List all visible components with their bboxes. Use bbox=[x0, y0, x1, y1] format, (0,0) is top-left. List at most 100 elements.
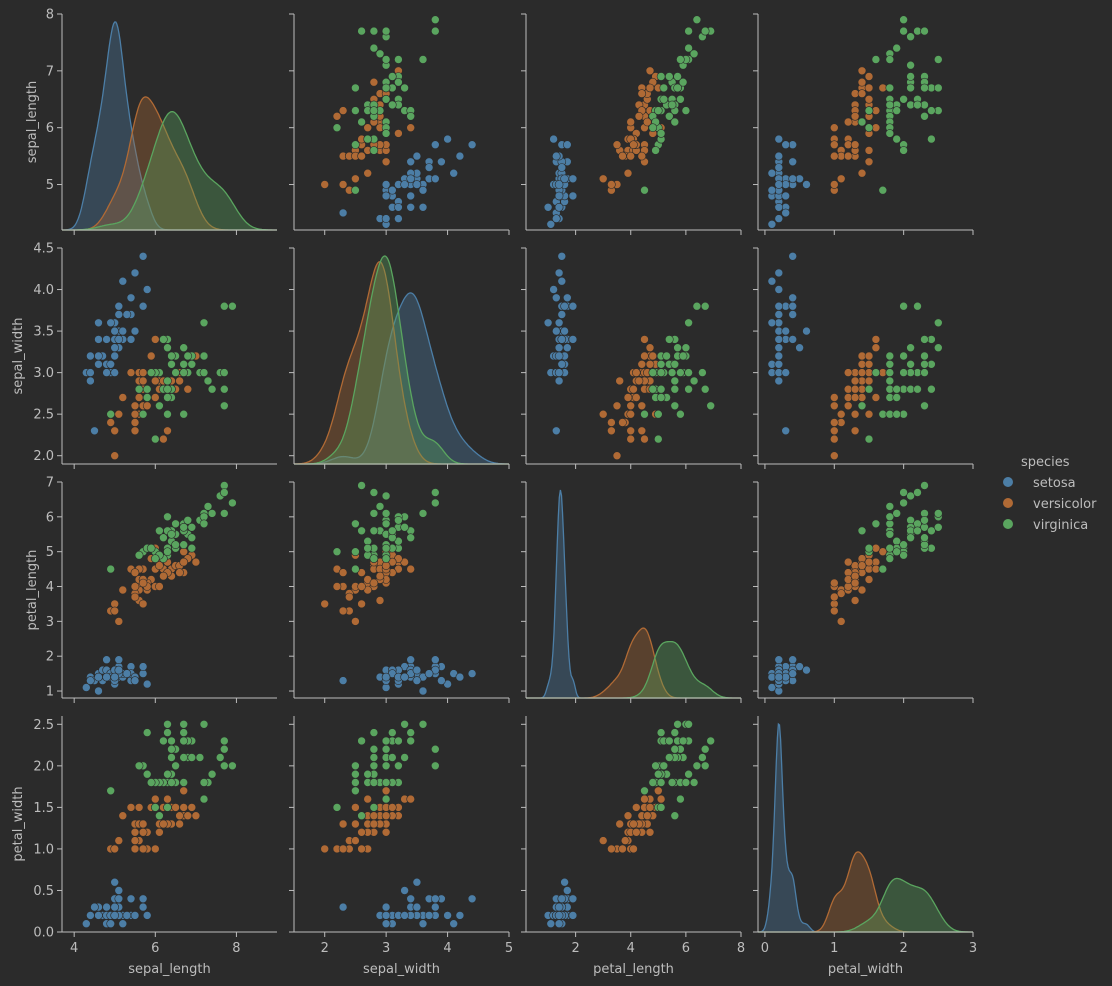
point-virginica-37 bbox=[667, 100, 677, 110]
point-versicolor-43 bbox=[607, 426, 616, 436]
point-versicolor-22 bbox=[864, 409, 874, 419]
x-tick-label: 8 bbox=[232, 941, 240, 956]
point-setosa-31 bbox=[406, 157, 416, 167]
point-virginica-40 bbox=[670, 359, 680, 369]
point-virginica-43 bbox=[183, 351, 193, 361]
y-axis-label-petal_width: petal_width bbox=[11, 786, 26, 861]
point-virginica-32 bbox=[670, 744, 680, 754]
point-versicolor-43 bbox=[607, 844, 616, 854]
point-virginica-18 bbox=[220, 401, 229, 411]
point-setosa-18 bbox=[138, 662, 148, 671]
point-setosa-24 bbox=[102, 335, 111, 344]
point-virginica-5 bbox=[906, 32, 915, 42]
point-virginica-34 bbox=[670, 117, 680, 127]
point-setosa-44 bbox=[568, 174, 578, 184]
point-virginica-31 bbox=[430, 498, 440, 508]
y-tick-label: 0.5 bbox=[33, 884, 54, 899]
point-versicolor-37 bbox=[637, 426, 647, 436]
point-versicolor-2 bbox=[187, 803, 197, 812]
point-versicolor-35 bbox=[151, 335, 160, 344]
point-versicolor-37 bbox=[338, 106, 348, 115]
point-versicolor-0 bbox=[191, 811, 201, 821]
point-virginica-42 bbox=[142, 393, 152, 402]
point-virginica-43 bbox=[920, 515, 929, 525]
point-virginica-31 bbox=[899, 301, 908, 311]
point-versicolor-43 bbox=[338, 606, 348, 616]
point-versicolor-25 bbox=[637, 89, 647, 98]
point-versicolor-3 bbox=[130, 426, 140, 436]
point-virginica-29 bbox=[199, 794, 209, 804]
point-setosa-45 bbox=[381, 191, 391, 201]
point-versicolor-31 bbox=[344, 592, 354, 602]
point-virginica-22 bbox=[700, 384, 710, 394]
point-virginica-7 bbox=[689, 376, 699, 386]
point-setosa-14 bbox=[774, 134, 784, 144]
y-tick-label: 6 bbox=[46, 510, 54, 525]
panel-petal_length-vs-petal_width bbox=[753, 481, 974, 703]
point-versicolor-31 bbox=[829, 592, 839, 602]
point-virginica-17 bbox=[700, 301, 710, 311]
point-virginica-35 bbox=[684, 26, 693, 36]
point-virginica-40 bbox=[179, 728, 188, 737]
point-setosa-45 bbox=[554, 902, 564, 912]
point-virginica-48 bbox=[159, 736, 168, 746]
point-versicolor-45 bbox=[843, 368, 853, 377]
point-virginica-36 bbox=[163, 728, 172, 737]
point-setosa-14 bbox=[549, 285, 558, 294]
point-virginica-33 bbox=[864, 106, 874, 115]
point-versicolor-48 bbox=[836, 409, 846, 419]
panel-petal_width-vs-petal_width: 0 1 2 3 bbox=[753, 716, 977, 956]
point-versicolor-31 bbox=[829, 418, 839, 427]
point-setosa-22 bbox=[418, 686, 428, 696]
point-setosa-42 bbox=[774, 214, 784, 223]
point-virginica-13 bbox=[138, 409, 148, 419]
point-versicolor-33 bbox=[363, 794, 373, 804]
panel-sepal_length-vs-sepal_width bbox=[289, 13, 510, 235]
point-setosa-21 bbox=[114, 310, 124, 319]
point-setosa-14 bbox=[443, 911, 452, 920]
point-virginica-10 bbox=[899, 351, 908, 361]
point-versicolor-42 bbox=[357, 582, 366, 591]
point-virginica-7 bbox=[203, 502, 213, 511]
panel-petal_width-vs-petal_length: 2 4 6 8 bbox=[521, 716, 745, 956]
point-versicolor-23 bbox=[645, 827, 655, 837]
point-versicolor-31 bbox=[618, 151, 627, 161]
legend-entry-virginica: virginica bbox=[1003, 518, 1088, 533]
point-virginica-5 bbox=[215, 753, 225, 762]
point-versicolor-43 bbox=[110, 844, 119, 854]
point-versicolor-22 bbox=[351, 803, 360, 812]
point-virginica-14 bbox=[656, 728, 666, 737]
point-setosa-49 bbox=[110, 911, 119, 920]
point-setosa-37 bbox=[767, 185, 777, 195]
point-virginica-46 bbox=[892, 547, 902, 557]
point-setosa-43 bbox=[802, 665, 811, 675]
point-versicolor-37 bbox=[850, 426, 860, 436]
point-virginica-33 bbox=[163, 803, 172, 812]
point-setosa-32 bbox=[449, 919, 459, 929]
point-versicolor-43 bbox=[829, 426, 839, 436]
x-axis-label-sepal_length: sepal_length bbox=[128, 962, 211, 977]
point-versicolor-17 bbox=[829, 393, 839, 402]
point-virginica-48 bbox=[406, 533, 416, 543]
point-setosa-46 bbox=[114, 665, 124, 675]
point-versicolor-10 bbox=[320, 599, 330, 609]
y-tick-label: 4 bbox=[46, 580, 54, 595]
point-setosa-5 bbox=[562, 293, 572, 303]
point-versicolor-39 bbox=[351, 819, 360, 829]
point-versicolor-40 bbox=[130, 827, 140, 837]
point-virginica-43 bbox=[678, 736, 688, 746]
point-setosa-6 bbox=[94, 335, 103, 344]
kde-virginica-sepal_width bbox=[294, 255, 509, 465]
point-virginica-9 bbox=[418, 55, 428, 64]
point-setosa-47 bbox=[774, 203, 784, 212]
y-tick-label: 2.0 bbox=[33, 449, 54, 464]
x-tick-label: 0 bbox=[761, 941, 769, 956]
point-versicolor-16 bbox=[864, 146, 874, 155]
point-setosa-44 bbox=[114, 894, 124, 904]
point-versicolor-26 bbox=[369, 77, 379, 87]
point-versicolor-48 bbox=[836, 174, 846, 184]
point-virginica-20 bbox=[187, 522, 197, 532]
point-virginica-36 bbox=[927, 106, 936, 115]
point-setosa-46 bbox=[114, 301, 124, 311]
